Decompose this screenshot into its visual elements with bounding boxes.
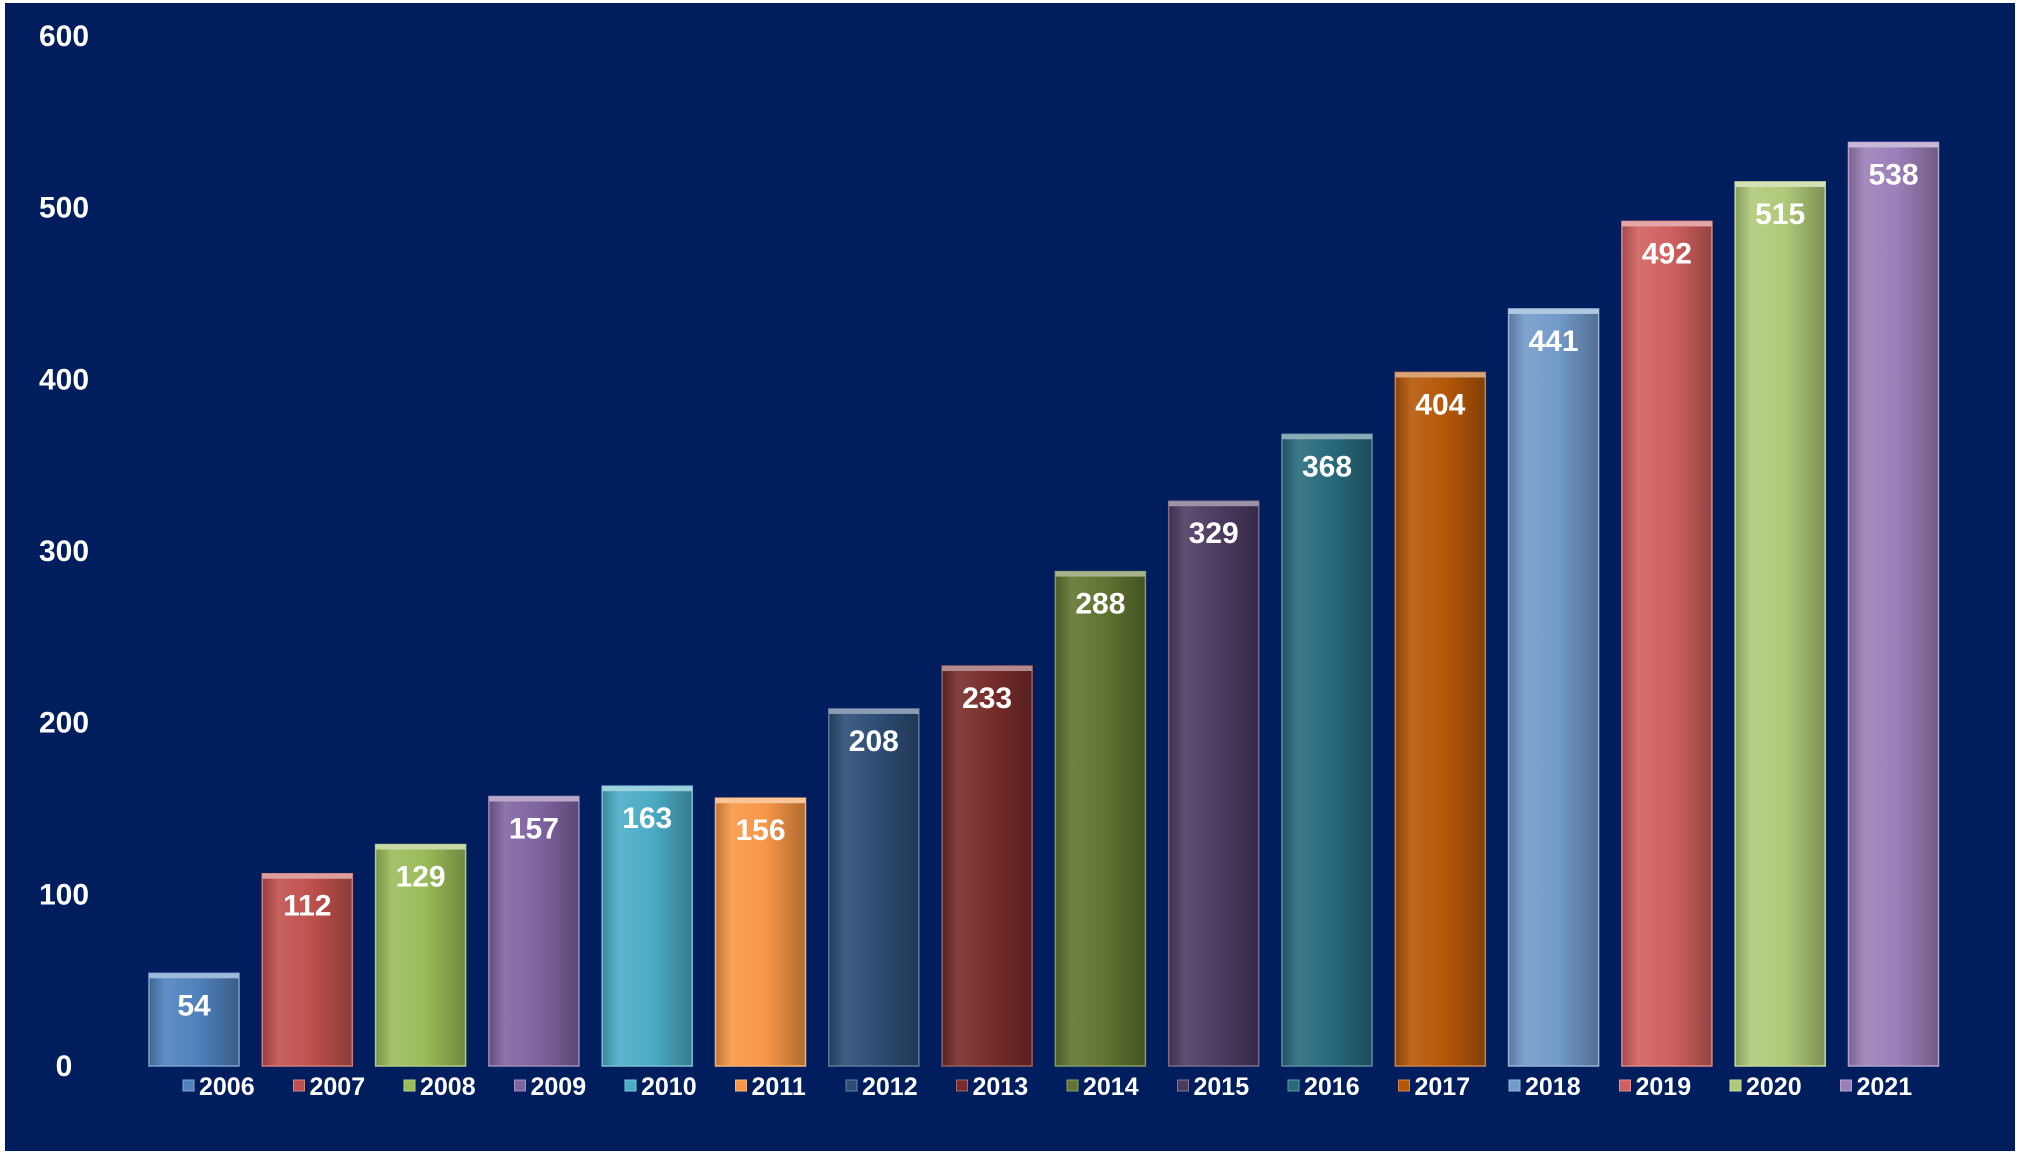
data-label-2006: 54 xyxy=(177,989,211,1022)
bar-top-highlight xyxy=(715,798,806,804)
legend-label-2008: 2008 xyxy=(420,1073,476,1101)
legend-label-2016: 2016 xyxy=(1304,1073,1360,1101)
data-label-2008: 129 xyxy=(396,861,446,894)
data-label-2020: 515 xyxy=(1755,198,1805,231)
bar-2014 xyxy=(1054,570,1147,1067)
bar-top-highlight xyxy=(1508,308,1599,314)
y-tick-label: 0 xyxy=(56,1050,73,1083)
bar-top-highlight xyxy=(942,666,1033,672)
bar-2012 xyxy=(828,708,920,1067)
bar-2011 xyxy=(714,797,807,1067)
y-tick-label: 400 xyxy=(39,363,89,396)
bar-2006 xyxy=(148,972,240,1067)
data-label-2016: 368 xyxy=(1302,450,1352,483)
data-label-2011: 156 xyxy=(735,814,785,847)
data-label-2015: 329 xyxy=(1189,517,1239,550)
legend-label-2021: 2021 xyxy=(1857,1073,1913,1101)
data-label-2019: 492 xyxy=(1642,237,1692,270)
bar-top-highlight xyxy=(602,786,693,792)
bar-2015 xyxy=(1167,500,1260,1067)
legend-label-2006: 2006 xyxy=(199,1073,255,1101)
data-label-2010: 163 xyxy=(622,802,672,835)
legend-swatch-2021 xyxy=(1840,1079,1852,1092)
data-labels: 54 112 129 157 163 156 208 233 288 329 368 404 441 49… xyxy=(177,158,1918,1022)
data-label-2014: 288 xyxy=(1075,588,1125,621)
data-label-2013: 233 xyxy=(962,682,1012,715)
bar-2017 xyxy=(1394,371,1487,1067)
legend: 2006 2007 2008 2009 2010 2011 2012 2013 2014 2015… xyxy=(182,1073,1913,1101)
bar-2016 xyxy=(1281,433,1373,1067)
y-tick-label: 500 xyxy=(39,192,89,225)
data-label-2021: 538 xyxy=(1868,158,1918,191)
legend-label-2013: 2013 xyxy=(973,1073,1029,1101)
legend-label-2014: 2014 xyxy=(1083,1073,1139,1101)
legend-swatch-2009 xyxy=(514,1079,526,1092)
y-tick-label: 600 xyxy=(39,20,89,53)
legend-label-2017: 2017 xyxy=(1415,1073,1471,1101)
bar-top-highlight xyxy=(1055,571,1146,577)
bar-top-highlight xyxy=(1848,142,1939,148)
y-axis-ticks: 0 100 200 300 400 500 600 xyxy=(39,20,89,1083)
legend-label-2009: 2009 xyxy=(531,1073,587,1101)
bars xyxy=(148,141,1940,1067)
legend-swatch-2008 xyxy=(403,1079,416,1092)
bar-2021 xyxy=(1847,141,1940,1067)
bar-2010 xyxy=(601,785,693,1067)
legend-swatch-2013 xyxy=(956,1079,968,1092)
legend-swatch-2020 xyxy=(1729,1079,1742,1092)
legend-swatch-2011 xyxy=(735,1079,747,1092)
bar-top-highlight xyxy=(1621,221,1712,227)
legend-label-2011: 2011 xyxy=(752,1073,806,1101)
y-tick-label: 300 xyxy=(39,535,89,568)
bar-2013 xyxy=(941,665,1033,1067)
bar-top-highlight xyxy=(1735,181,1826,187)
data-label-2018: 441 xyxy=(1529,325,1579,358)
legend-swatch-2006 xyxy=(182,1079,195,1092)
bar-2009 xyxy=(488,795,580,1067)
legend-swatch-2007 xyxy=(293,1079,305,1092)
bar-top-highlight xyxy=(375,844,466,850)
legend-swatch-2015 xyxy=(1177,1079,1189,1092)
data-label-2007: 112 xyxy=(283,890,331,923)
legend-swatch-2017 xyxy=(1398,1079,1410,1092)
legend-swatch-2018 xyxy=(1508,1079,1521,1092)
legend-swatch-2010 xyxy=(624,1079,637,1092)
legend-label-2019: 2019 xyxy=(1636,1073,1692,1101)
data-label-2012: 208 xyxy=(849,725,899,758)
legend-swatch-2016 xyxy=(1287,1079,1300,1092)
bar-top-highlight xyxy=(262,873,353,879)
bar-2020 xyxy=(1734,181,1826,1067)
y-tick-label: 200 xyxy=(39,707,89,740)
bar-top-highlight xyxy=(149,973,239,979)
bar-top-highlight xyxy=(828,708,919,714)
bar-top-highlight xyxy=(1395,372,1486,378)
data-label-2009: 157 xyxy=(509,812,559,845)
legend-label-2018: 2018 xyxy=(1525,1073,1581,1101)
bar-2018 xyxy=(1507,308,1600,1067)
bar-chart: 0 100 200 300 400 500 600 54 112 129 157 163 156 208… xyxy=(39,20,1940,1101)
legend-swatch-2019 xyxy=(1619,1079,1631,1092)
legend-label-2015: 2015 xyxy=(1194,1073,1250,1101)
y-tick-label: 100 xyxy=(39,878,89,911)
bar-top-highlight xyxy=(488,796,579,802)
bar-top-highlight xyxy=(1168,501,1259,507)
bar-top-highlight xyxy=(1282,434,1372,440)
legend-swatch-2014 xyxy=(1066,1079,1079,1092)
chart-panel: 0 100 200 300 400 500 600 54 112 129 157 163 156 208… xyxy=(5,3,2015,1151)
legend-label-2012: 2012 xyxy=(862,1073,918,1101)
legend-swatch-2012 xyxy=(845,1079,858,1092)
legend-label-2020: 2020 xyxy=(1746,1073,1802,1101)
legend-label-2010: 2010 xyxy=(641,1073,697,1101)
bar-2007 xyxy=(261,872,354,1067)
data-label-2017: 404 xyxy=(1415,388,1465,421)
legend-label-2007: 2007 xyxy=(310,1073,366,1101)
bar-2019 xyxy=(1621,220,1713,1067)
